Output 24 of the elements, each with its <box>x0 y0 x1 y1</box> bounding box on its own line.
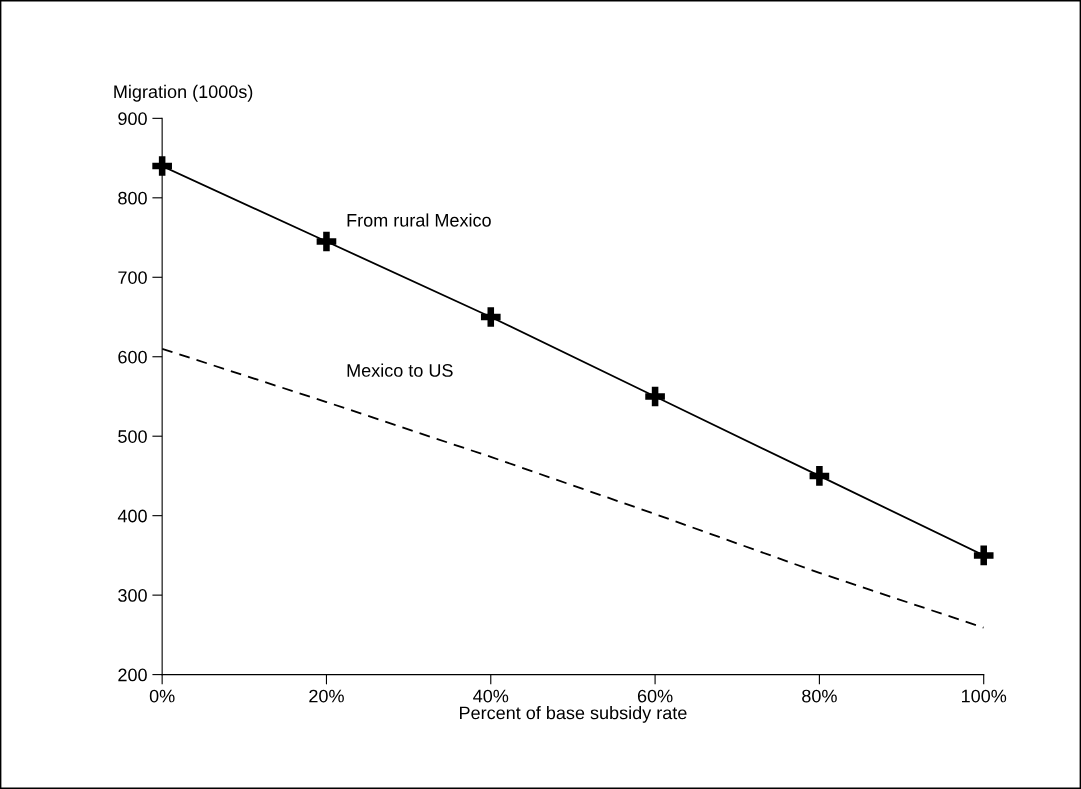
x-tick-label: 0% <box>149 689 175 703</box>
y-axis-title: Migration (1000s) <box>114 84 253 102</box>
y-tick-label: 900 <box>118 112 147 126</box>
point <box>316 231 337 252</box>
x-tick-label: 60% <box>637 689 673 703</box>
y-tick-label: 400 <box>117 509 147 523</box>
x-tick-label: 80% <box>802 689 837 703</box>
x-tick-label: 40% <box>473 689 509 703</box>
y-tick-label: 500 <box>118 430 147 443</box>
y-tick-label: 200 <box>118 668 147 682</box>
point <box>645 386 665 407</box>
y-tick-label: 800 <box>118 191 147 205</box>
point <box>480 307 501 327</box>
point <box>152 156 172 176</box>
x-tick-label: 100% <box>962 689 1007 703</box>
y-tick-label: 300 <box>118 589 147 602</box>
point <box>809 466 830 486</box>
x-axis-title: Percent of base subsidy rate <box>460 706 687 723</box>
point <box>973 545 994 566</box>
y-tick-label: 700 <box>118 271 147 284</box>
x-tick-label: 20% <box>309 689 344 703</box>
series-label: From rural Mexico <box>347 213 491 227</box>
series-label: Mexico to US <box>347 363 453 377</box>
y-tick-label: 600 <box>118 350 147 364</box>
